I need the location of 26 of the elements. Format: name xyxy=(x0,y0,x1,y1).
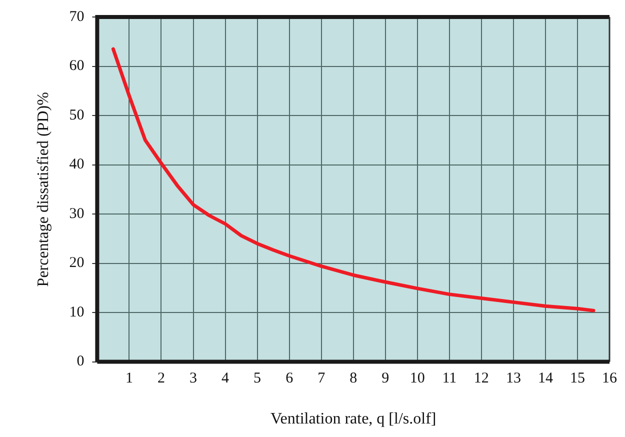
x-tick-label: 8 xyxy=(350,370,358,387)
y-tick-label: 10 xyxy=(69,304,84,320)
y-tick-label: 30 xyxy=(69,206,84,222)
x-tick-label: 12 xyxy=(474,370,489,387)
x-tick-label: 9 xyxy=(382,370,390,387)
y-tick-label: 40 xyxy=(69,156,84,173)
x-axis-title: Ventilation rate, q [l/s.olf] xyxy=(270,410,436,428)
x-tick-label: 13 xyxy=(506,370,521,387)
x-tick-label: 4 xyxy=(222,370,230,387)
x-tick-label: 2 xyxy=(157,370,165,387)
y-tick-label: 70 xyxy=(69,8,84,25)
x-tick-label: 11 xyxy=(442,370,457,387)
x-tick-label: 3 xyxy=(190,370,198,387)
y-axis-title: Percentage dissatisfied (PD)% xyxy=(34,92,52,287)
y-tick-label: 60 xyxy=(69,58,84,74)
x-tick-label: 1 xyxy=(125,370,133,387)
x-tick-label: 5 xyxy=(254,370,262,387)
y-tick-label: 0 xyxy=(76,354,84,370)
y-tick-label: 50 xyxy=(69,107,84,124)
x-tick-label: 7 xyxy=(318,370,326,387)
x-tick-label: 16 xyxy=(602,370,618,387)
x-tick-label: 6 xyxy=(286,370,294,387)
x-tick-label: 14 xyxy=(538,370,554,387)
y-tick-label: 20 xyxy=(69,255,84,272)
x-tick-label: 10 xyxy=(410,370,425,387)
x-tick-label: 15 xyxy=(570,370,585,387)
